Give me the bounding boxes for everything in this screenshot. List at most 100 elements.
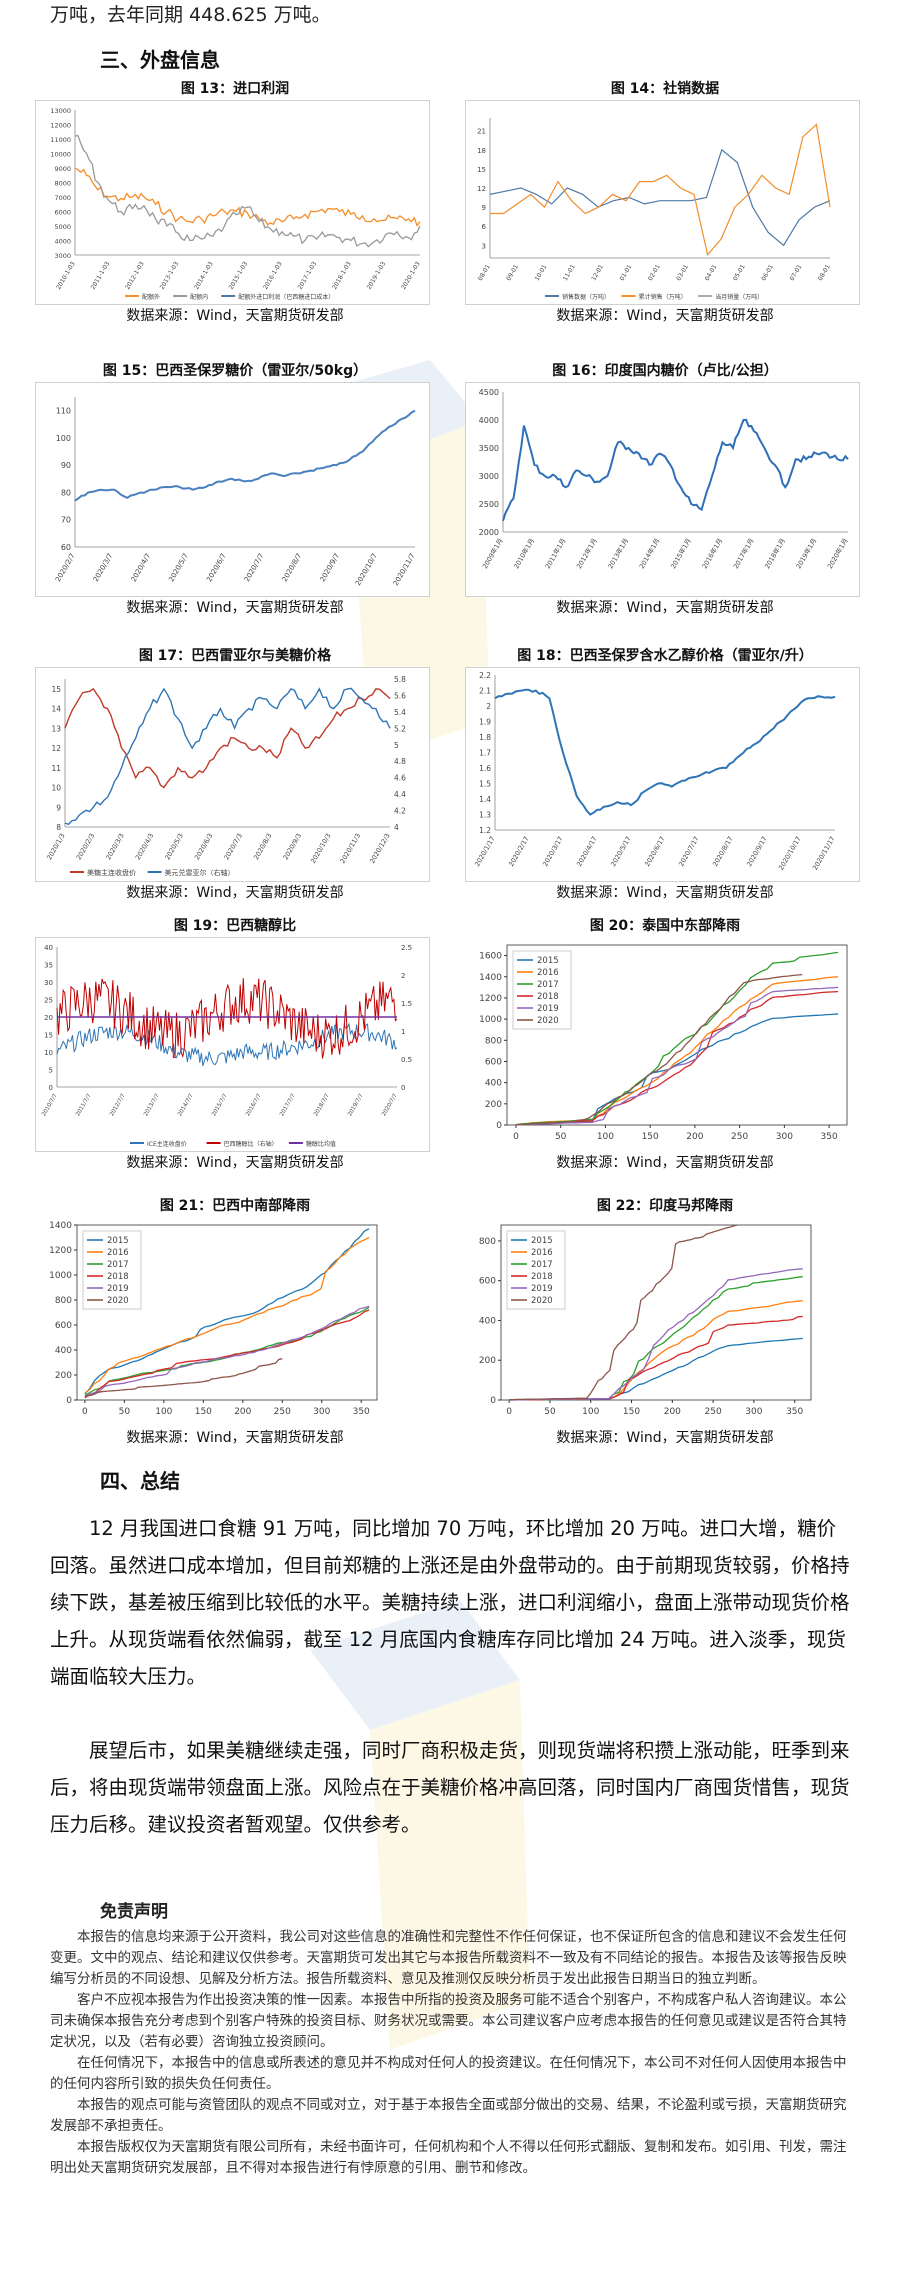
figure-18: 图 18：巴西圣保罗含水乙醇价格（雷亚尔/升） 1.2 1.3 1.4 1.5 1.6 1… bbox=[465, 645, 865, 904]
y-tick-label: 18 bbox=[477, 147, 486, 155]
y-tick-label: 9 bbox=[482, 204, 486, 212]
y-tick-label: 11 bbox=[51, 764, 61, 773]
y-tick-label: 1.3 bbox=[479, 811, 491, 820]
y-tick-label: 14 bbox=[51, 705, 61, 714]
chart-frame bbox=[465, 382, 860, 597]
legend-box bbox=[82, 1230, 142, 1310]
y-tick-label: 200 bbox=[485, 1100, 502, 1110]
legend-label: 2016 bbox=[107, 1248, 129, 1258]
y-tick-label: 1.4 bbox=[479, 795, 491, 804]
y-tick-label: 8000 bbox=[54, 180, 71, 188]
y-tick-label: 1.7 bbox=[479, 749, 491, 758]
y-tick-label: 1.5 bbox=[479, 780, 491, 789]
y-tick-label: 0 bbox=[66, 1396, 72, 1406]
y-tick-label: 800 bbox=[479, 1237, 496, 1247]
series-line bbox=[490, 123, 831, 257]
series-line bbox=[84, 1358, 283, 1398]
y2-tick-label: 5.2 bbox=[394, 724, 406, 733]
y-tick-label: 30 bbox=[44, 979, 53, 987]
y-tick-label: 600 bbox=[485, 1057, 502, 1067]
figure-title: 图 22：印度马邦降雨 bbox=[596, 1198, 734, 1214]
y-tick-label: 1.9 bbox=[479, 718, 491, 727]
y-tick-label: 200 bbox=[479, 1356, 496, 1366]
y-tick-label: 6000 bbox=[54, 209, 71, 217]
chart-frame bbox=[465, 667, 860, 882]
section-heading-4: 四、总结 bbox=[100, 1469, 180, 1493]
figure-title: 图 18：巴西圣保罗含水乙醇价格（雷亚尔/升） bbox=[517, 648, 813, 664]
series-line bbox=[74, 409, 416, 502]
y-tick-label: 1.8 bbox=[479, 733, 491, 742]
x-tick-label: 350 bbox=[353, 1407, 370, 1417]
x-tick-label: 300 bbox=[745, 1407, 762, 1417]
figure-20: 图 20：泰国中东部降雨 0 200 400 600 800 1000 1200 1400 16… bbox=[465, 915, 865, 1174]
disclaimer-paragraph: 本报告的信息均来源于公开资料，我公司对这些信息的准确性和完整性不作任何保证，也不… bbox=[50, 1929, 847, 1987]
chart-frame bbox=[35, 100, 430, 305]
x-tick-label: 250 bbox=[731, 1132, 748, 1142]
y-tick-label: 3000 bbox=[54, 252, 71, 260]
figure-source: 数据来源：Wind，天富期货研发部 bbox=[556, 600, 774, 616]
legend-label: 2018 bbox=[531, 1272, 553, 1282]
legend-box bbox=[512, 950, 572, 1030]
y-tick-label: 15 bbox=[44, 1032, 53, 1040]
figure-source: 数据来源：Wind，天富期货研发部 bbox=[126, 600, 344, 616]
figure-13: 图 13：进口利润 3000 4000 5000 6000 7000 8000 9000 10… bbox=[35, 78, 435, 327]
y2-tick-label: 5 bbox=[394, 741, 399, 750]
y-tick-label: 6 bbox=[482, 223, 487, 231]
chart-frame bbox=[465, 100, 860, 305]
y2-tick-label: 4.4 bbox=[394, 790, 406, 799]
y-tick-label: 2.2 bbox=[479, 671, 491, 680]
y-tick-label: 600 bbox=[479, 1277, 496, 1287]
figure-title: 图 20：泰国中东部降雨 bbox=[589, 918, 741, 934]
x-tick-label: 300 bbox=[313, 1407, 330, 1417]
legend-label: 2017 bbox=[107, 1260, 129, 1270]
intro-line: 万吨，去年同期 448.625 万吨。 bbox=[50, 4, 331, 26]
y-tick-label: 7000 bbox=[54, 194, 71, 202]
figure-22: 图 22：印度马邦降雨 0 200 400 600 800 0 50 100 150 200 250… bbox=[465, 1195, 865, 1449]
y-tick-label: 3500 bbox=[479, 444, 499, 453]
legend-label: 销售数据（万吨） bbox=[562, 293, 610, 301]
legend-label: 2017 bbox=[531, 1260, 553, 1270]
y-tick-label: 9 bbox=[56, 803, 61, 812]
x-tick-label: 150 bbox=[642, 1132, 659, 1142]
series-line bbox=[74, 134, 421, 248]
x-tick-label: 100 bbox=[582, 1407, 599, 1417]
x-tick-label: 0 bbox=[82, 1407, 88, 1417]
chart-india-maharashtra-rainfall: 0 200 400 600 800 0 50 100 150 200 250 300 350 2015 20… bbox=[465, 1217, 860, 1427]
x-tick-label: 250 bbox=[705, 1407, 722, 1417]
figure-title: 图 14：社销数据 bbox=[610, 81, 720, 97]
series-line bbox=[84, 1309, 370, 1399]
figure-21: 图 21：巴西中南部降雨 0 200 400 600 800 1000 1200 1400 0 5… bbox=[35, 1195, 435, 1449]
figure-title: 图 16：印度国内糖价（卢比/公担） bbox=[552, 363, 778, 379]
y-tick-label: 90 bbox=[61, 461, 71, 470]
disclaimer-paragraph: 客户不应视本报告为作出投资决策的惟一因素。本报告中所指的投资及服务可能不适合个别… bbox=[50, 1992, 847, 2050]
y-tick-label: 12 bbox=[477, 185, 486, 193]
figure-source: 数据来源：Wind，天富期货研发部 bbox=[126, 1155, 344, 1171]
y-tick-label: 110 bbox=[56, 407, 71, 416]
legend-box bbox=[506, 1230, 566, 1310]
legend-label: 累计销售（万吨） bbox=[639, 293, 687, 301]
y-tick-label: 70 bbox=[61, 516, 71, 525]
legend-label: 巴西糖醇比（右轴） bbox=[224, 1140, 278, 1148]
disclaimer-paragraph: 本报告的观点可能与资管团队的观点不同或对立，对于基于本报告全面或部分做出的交易、… bbox=[50, 2097, 847, 2134]
disclaimer-title: 免责声明 bbox=[100, 1902, 168, 1922]
legend-label: 2019 bbox=[107, 1284, 129, 1294]
y-tick-label: 8 bbox=[56, 823, 61, 832]
y2-tick-label: 1 bbox=[401, 1028, 405, 1036]
series-line bbox=[84, 1228, 370, 1395]
legend-label: 配额外 bbox=[142, 293, 160, 301]
figure-source: 数据来源：Wind，天富期货研发部 bbox=[556, 885, 774, 901]
legend-label: 2019 bbox=[531, 1284, 553, 1294]
summary-paragraph-1: 12 月我国进口食糖 91 万吨，同比增加 70 万吨，环比增加 20 万吨。进… bbox=[50, 1517, 850, 1688]
y-tick-label: 13000 bbox=[50, 107, 71, 115]
figure-title: 图 17：巴西雷亚尔与美糖价格 bbox=[138, 648, 332, 664]
disclaimer-paragraph: 在任何情况下，本报告中的信息或所表述的意见并不构成对任何人的投资建议。在任何情况… bbox=[50, 2055, 847, 2092]
y-tick-label: 1400 bbox=[479, 973, 502, 983]
figure-title: 图 13：进口利润 bbox=[180, 81, 290, 97]
y-tick-label: 2 bbox=[486, 702, 491, 711]
y-tick-label: 2000 bbox=[479, 528, 499, 537]
disclaimer-paragraph: 本报告版权仅为天富期货有限公司所有，未经书面许可，任何机构和个人不得以任何形式翻… bbox=[50, 2139, 847, 2176]
x-tick-label: 150 bbox=[195, 1407, 212, 1417]
y-tick-label: 10000 bbox=[50, 151, 71, 159]
